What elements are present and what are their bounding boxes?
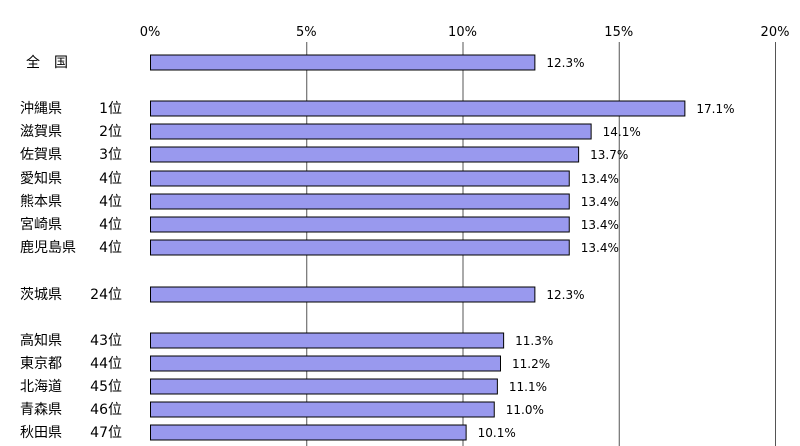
category-rank: 4位	[99, 217, 122, 233]
category-rank: 2位	[99, 124, 122, 140]
bars: 12.3% 17.1% 14.1% 13.7% 13.4% 13.4% 13.4% 13.4%…	[150, 54, 735, 441]
data-label: 11.1%	[509, 380, 547, 394]
bar	[150, 54, 536, 71]
bar	[150, 216, 570, 233]
x-tick-label: 15%	[604, 25, 633, 40]
category-name: 青森県	[20, 402, 62, 418]
data-label: 17.1%	[696, 102, 734, 116]
bar	[150, 286, 536, 303]
data-label: 13.4%	[581, 218, 619, 232]
data-label: 12.3%	[546, 288, 584, 302]
data-label: 13.4%	[581, 241, 619, 255]
bar	[150, 424, 467, 441]
category-name: 佐賀県	[20, 147, 62, 163]
category-name: 東京都	[20, 356, 62, 372]
bar	[150, 332, 505, 349]
category-name: 高知県	[20, 332, 62, 349]
category-rank: 3位	[99, 147, 122, 163]
category-name: 宮崎県	[20, 217, 62, 233]
x-tick-label: 5%	[296, 25, 317, 40]
category-name: 全 国	[26, 54, 68, 71]
bar	[150, 193, 570, 210]
category-name: 愛知県	[20, 170, 62, 187]
data-label: 10.1%	[478, 426, 516, 440]
category-rank: 4位	[99, 240, 122, 256]
data-label: 13.7%	[590, 148, 628, 162]
bar	[150, 100, 686, 117]
category-name: 北海道	[20, 379, 62, 395]
category-rank: 4位	[99, 194, 122, 210]
category-name: 鹿児島県	[20, 239, 76, 256]
x-tick-label: 0%	[140, 25, 161, 40]
category-name: 熊本県	[20, 194, 62, 210]
bar	[150, 401, 495, 418]
data-label: 12.3%	[546, 56, 584, 70]
data-label: 14.1%	[603, 125, 641, 139]
bar	[150, 355, 501, 372]
bar	[150, 123, 592, 140]
category-name: 茨城県	[20, 287, 62, 303]
x-tick-label: 10%	[448, 25, 477, 40]
x-tick-label: 20%	[761, 25, 790, 40]
bar	[150, 378, 498, 395]
category-name: 沖縄県	[20, 101, 62, 117]
data-label: 11.2%	[512, 357, 550, 371]
category-rank: 44位	[90, 356, 122, 372]
data-label: 11.0%	[506, 403, 544, 417]
category-rank: 47位	[90, 425, 122, 441]
data-label: 11.3%	[515, 334, 553, 348]
category-name: 滋賀県	[20, 124, 62, 140]
category-rank: 24位	[90, 287, 122, 303]
bar	[150, 170, 570, 187]
data-label: 13.4%	[581, 172, 619, 186]
category-rank: 1位	[99, 101, 122, 117]
category-rank: 43位	[90, 333, 122, 349]
x-axis-ticks: 0% 5% 10% 15% 20%	[140, 25, 790, 40]
bar	[150, 146, 580, 163]
category-rank: 46位	[90, 402, 122, 418]
category-rank: 4位	[99, 171, 122, 187]
category-rank: 45位	[90, 379, 122, 395]
bar	[150, 239, 570, 256]
category-name: 秋田県	[20, 425, 62, 441]
data-label: 13.4%	[581, 195, 619, 209]
